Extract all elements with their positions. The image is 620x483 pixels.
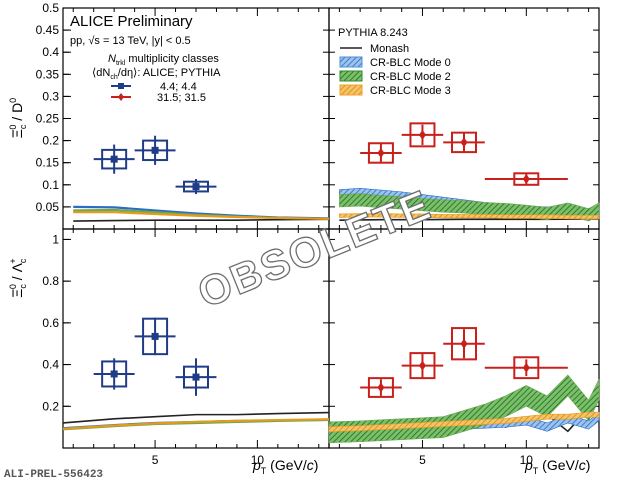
y-tick-label: 1	[52, 232, 59, 246]
model-band	[339, 213, 600, 220]
marker-square	[192, 373, 200, 381]
y-tick-label: 0.4	[42, 45, 59, 59]
y-tick-label: 0.8	[42, 274, 59, 288]
data-point	[360, 142, 402, 164]
model-legend: Monash CR-BLC Mode 0 CR-BLC Mode 2 CR-BLC M…	[339, 43, 451, 97]
class-legend-low: 4.4; 4.4	[111, 81, 197, 93]
y-axis-title-bottom: Ξc0 / Λc+	[8, 258, 28, 298]
curve-monash	[62, 411, 330, 424]
legend-label: CR-BLC Mode 2	[370, 71, 451, 83]
model-line	[73, 211, 330, 220]
y-tick-label: 0.2	[42, 399, 59, 413]
marker-diamond	[377, 382, 385, 393]
legend-entry: CR-BLC Mode 2	[339, 70, 451, 83]
marker-diamond	[522, 174, 530, 185]
curve-cr-blc-mode-3	[73, 211, 330, 220]
multiplicity-class-title: Ntrkl multiplicity classes	[108, 53, 219, 67]
y-tick-label: 0.35	[36, 67, 60, 81]
marker-square	[110, 155, 118, 163]
data-point	[93, 358, 135, 390]
curve-monash	[73, 218, 330, 222]
class-legend-high: 31.5; 31.5	[111, 92, 206, 104]
obsolete-watermark: OBSOLETE	[191, 180, 438, 316]
legend-entry: CR-BLC Mode 0	[339, 56, 451, 69]
model-band	[328, 411, 600, 433]
marker-diamond	[418, 129, 426, 140]
preliminary-credit: ALI-PREL-556423	[4, 469, 103, 481]
data-point	[443, 131, 485, 154]
data-point	[360, 377, 402, 398]
x-axis-title-left: pT (GeV/c)	[252, 457, 318, 476]
legend-label: Monash	[370, 43, 409, 55]
legend-label: CR-BLC Mode 0	[370, 57, 451, 69]
data-point	[93, 144, 135, 174]
marker-square	[151, 146, 159, 154]
legend-entry: Monash	[340, 43, 409, 55]
data-point	[484, 172, 568, 186]
marker-square	[110, 370, 118, 378]
x-tick-label: 10	[520, 453, 534, 467]
y-tick-label: 0.6	[42, 316, 59, 330]
y-tick-label: 0.5	[42, 1, 59, 15]
data-point	[134, 317, 176, 356]
marker-diamond	[522, 362, 530, 373]
marker-diamond	[377, 147, 385, 158]
model-line	[62, 418, 330, 430]
x-axis-title-right: pT (GeV/c)	[524, 457, 590, 476]
data-point	[401, 122, 444, 148]
data-point	[175, 179, 217, 195]
pythia-title: PYTHIA 8.243	[338, 27, 408, 39]
y-tick-label: 0.05	[36, 200, 60, 214]
model-curves	[62, 188, 600, 444]
curve-cr-blc-mode-3	[62, 418, 330, 430]
marker-diamond	[418, 360, 426, 371]
x-tick-label: 5	[419, 453, 426, 467]
data-point	[175, 358, 217, 396]
svg-text:4.4; 4.4: 4.4; 4.4	[160, 81, 197, 93]
marker-square	[192, 183, 200, 191]
legend-swatch-band	[339, 56, 363, 68]
data-point	[134, 135, 176, 165]
y-tick-label: 0.4	[42, 358, 59, 372]
model-line	[73, 218, 330, 222]
x-tick-label: 10	[251, 453, 265, 467]
curve-cr-blc-mode-3	[339, 213, 600, 220]
legend-entry: CR-BLC Mode 3	[339, 84, 451, 97]
y-tick-label: 0.25	[36, 112, 60, 126]
y-tick-label: 0.15	[36, 156, 60, 170]
multiplicity-class-header: ⟨dNch/dη⟩: ALICE; PYTHIA	[92, 67, 221, 81]
system-energy: pp, √s = 13 TeV, |y| < 0.5	[70, 35, 191, 47]
data-points	[93, 122, 568, 398]
marker-diamond	[460, 137, 468, 148]
y-tick-label: 0.1	[42, 178, 59, 192]
legend-label: CR-BLC Mode 3	[370, 85, 451, 97]
data-point	[443, 327, 485, 361]
y-tick-label: 0.3	[42, 89, 59, 103]
y-tick-label: 0.45	[36, 23, 60, 37]
axes-layer: 0.050.10.150.20.250.30.350.40.450.55 100.…	[36, 1, 599, 467]
alice-label: ALICE Preliminary	[70, 13, 193, 30]
y-axis-title-top: Ξc0 / D0	[8, 98, 28, 138]
legend-swatch-band	[339, 84, 363, 96]
legend-swatch-band	[339, 70, 363, 82]
y-tick-label: 0.2	[42, 134, 59, 148]
curve-cr-blc-mode-3	[328, 411, 600, 433]
x-tick-label: 5	[152, 453, 159, 467]
data-point	[401, 352, 444, 380]
model-line	[62, 411, 330, 424]
marker-square	[151, 332, 159, 340]
marker-diamond	[460, 338, 468, 349]
data-point	[484, 356, 568, 380]
svg-text:31.5; 31.5: 31.5; 31.5	[157, 92, 206, 104]
